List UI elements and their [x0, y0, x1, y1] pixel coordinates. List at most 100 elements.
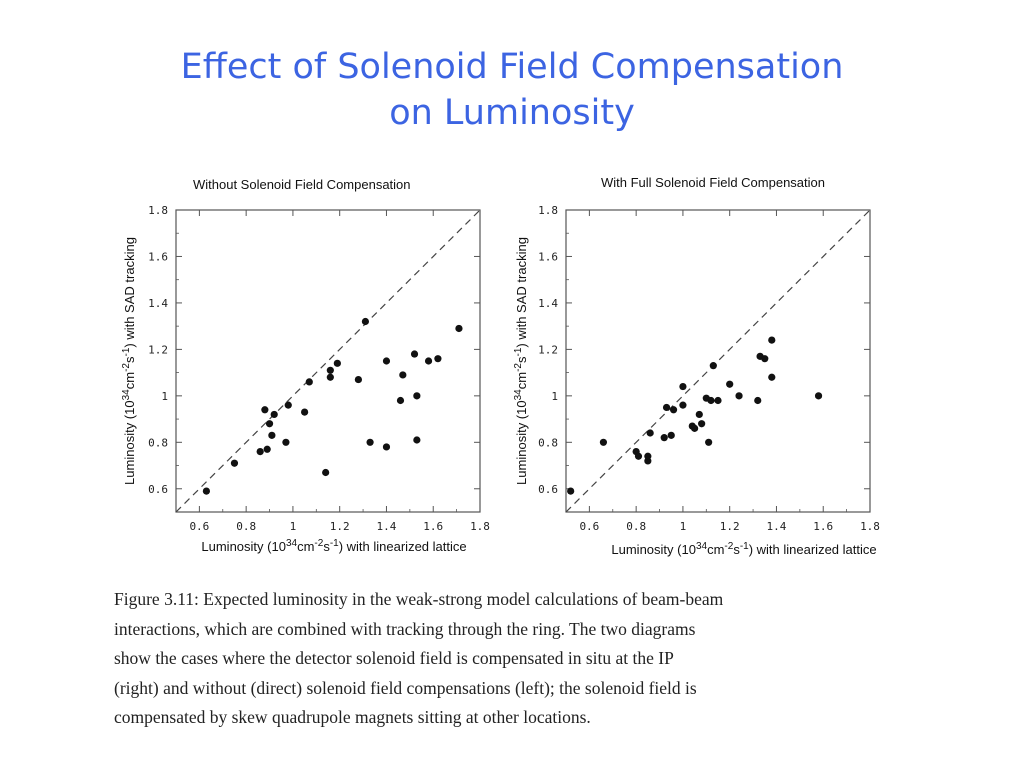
left-data-point: [382, 357, 391, 365]
right-x-tick-label: 0.6: [579, 520, 599, 533]
right-x-tick-label: 1.6: [813, 520, 833, 533]
right-y-tick-label: 0.8: [538, 436, 558, 449]
left-data-point: [282, 438, 290, 446]
left-data-point: [202, 487, 210, 495]
left-data-point: [230, 459, 239, 467]
right-x-tick-label: 1.8: [860, 520, 880, 533]
caption-line-4: (right) and without (direct) solenoid fi…: [114, 677, 697, 698]
left-x-tick-label: 0.6: [189, 520, 209, 533]
left-reference-line: [175, 209, 481, 513]
left-x-tick-label: 0.8: [236, 520, 256, 533]
left-data-point: [382, 443, 391, 451]
right-data-point: [662, 403, 671, 412]
left-x-tick-label: 1.4: [377, 520, 397, 533]
left-data-point: [326, 373, 334, 381]
left-data-point: [333, 359, 341, 367]
left-data-point: [455, 324, 463, 333]
caption-line-1: Figure 3.11: Expected luminosity in the …: [114, 589, 724, 609]
slide-title-line-2: on Luminosity: [389, 93, 635, 133]
left-data-point: [301, 408, 309, 416]
right-data-point: [761, 355, 769, 363]
right-y-tick-label: 1.2: [538, 343, 558, 356]
left-data-point: [265, 420, 274, 428]
left-data-point: [263, 445, 271, 453]
right-data-point: [707, 396, 715, 405]
left-x-tick-label: 1.6: [423, 520, 443, 533]
left-y-axis-label: Luminosity (1034cm-2s-1) with SAD tracki…: [121, 237, 137, 485]
left-data-point: [413, 392, 421, 400]
right-data-point: [634, 452, 643, 460]
right-data-point: [709, 362, 717, 370]
left-x-axis-label: Luminosity (1034cm-2s-1) with linearized…: [201, 538, 466, 554]
left-data-point: [268, 431, 276, 439]
left-data-point: [410, 350, 419, 358]
right-data-point: [768, 336, 776, 344]
left-y-tick-label: 1: [161, 390, 168, 403]
left-data-point: [261, 406, 269, 414]
left-plot-frame: [175, 209, 481, 513]
left-y-tick-label: 1.8: [148, 204, 168, 217]
right-data-point: [698, 420, 706, 428]
right-y-tick-label: 1.6: [538, 250, 558, 263]
right-data-point: [679, 401, 687, 409]
caption-line-5: compensated by skew quadrupole magnets s…: [114, 707, 591, 727]
left-data-point: [270, 410, 278, 419]
left-data-point: [326, 366, 334, 374]
left-data-point: [284, 401, 292, 409]
right-x-tick-label: 1.4: [767, 520, 787, 533]
left-data-point: [424, 357, 433, 365]
left-y-tick-label: 1.2: [148, 343, 168, 356]
right-data-point: [599, 438, 608, 446]
right-data-point: [735, 392, 743, 400]
scatter-charts: 0.6 0.6 0.8 0.8 1 1 1.2 1.2 1.4 1.4 1.6 1.6 1.8 1.8 Lu…: [121, 204, 880, 557]
right-data-point: [691, 424, 699, 432]
left-chart-title: Without Solenoid Field Compensation: [193, 177, 411, 192]
right-plot-frame: [565, 209, 871, 513]
right-data-point: [567, 487, 575, 495]
right-y-tick-label: 1.8: [538, 204, 558, 217]
right-data-point: [705, 438, 713, 446]
right-x-tick-label: 0.8: [626, 520, 646, 533]
left-data-point: [366, 438, 374, 446]
right-y-tick-label: 0.6: [538, 483, 558, 496]
right-data-point: [660, 434, 668, 442]
left-y-tick-label: 1.4: [148, 297, 168, 310]
right-data-point: [768, 373, 776, 381]
left-data-point: [434, 355, 442, 363]
right-data-point: [679, 382, 687, 391]
right-y-tick-label: 1: [551, 390, 558, 403]
caption-line-2: interactions, which are combined with tr…: [114, 618, 696, 639]
right-data-point: [644, 452, 652, 460]
right-x-tick-label: 1: [680, 520, 687, 533]
right-data-point: [754, 396, 762, 405]
left-y-tick-label: 0.6: [148, 483, 168, 496]
right-y-axis-label: Luminosity (1034cm-2s-1) with SAD tracki…: [513, 237, 529, 485]
slide-title: Effect of Solenoid Field Compensation on…: [0, 44, 1024, 136]
right-data-point: [669, 406, 678, 414]
right-x-axis-label: Luminosity (1034cm-2s-1) with linearized…: [611, 541, 876, 557]
right-data-point: [646, 429, 654, 437]
left-data-point: [256, 448, 264, 456]
left-x-tick-label: 1: [290, 520, 297, 533]
right-x-tick-label: 1.2: [720, 520, 740, 533]
right-chart-title: With Full Solenoid Field Compensation: [601, 175, 825, 190]
caption-line-3: show the cases where the detector soleno…: [114, 648, 674, 668]
right-data-point: [726, 380, 734, 388]
left-x-tick-label: 1.2: [330, 520, 350, 533]
left-y-tick-label: 1.6: [148, 250, 168, 263]
left-data-point: [413, 436, 421, 444]
right-reference-line: [565, 209, 871, 513]
left-data-point: [322, 468, 330, 477]
figure-caption: Figure 3.11: Expected luminosity in the …: [114, 585, 869, 733]
right-data-point: [714, 396, 722, 405]
right-data-point: [814, 392, 823, 400]
right-data-point: [695, 410, 703, 419]
right-data-point: [667, 431, 675, 439]
left-data-point: [399, 371, 407, 379]
left-x-tick-label: 1.8: [470, 520, 490, 533]
left-data-point: [396, 396, 405, 405]
right-y-tick-label: 1.4: [538, 297, 558, 310]
left-data-point: [305, 378, 313, 386]
left-y-tick-label: 0.8: [148, 436, 168, 449]
left-data-point: [361, 317, 370, 326]
